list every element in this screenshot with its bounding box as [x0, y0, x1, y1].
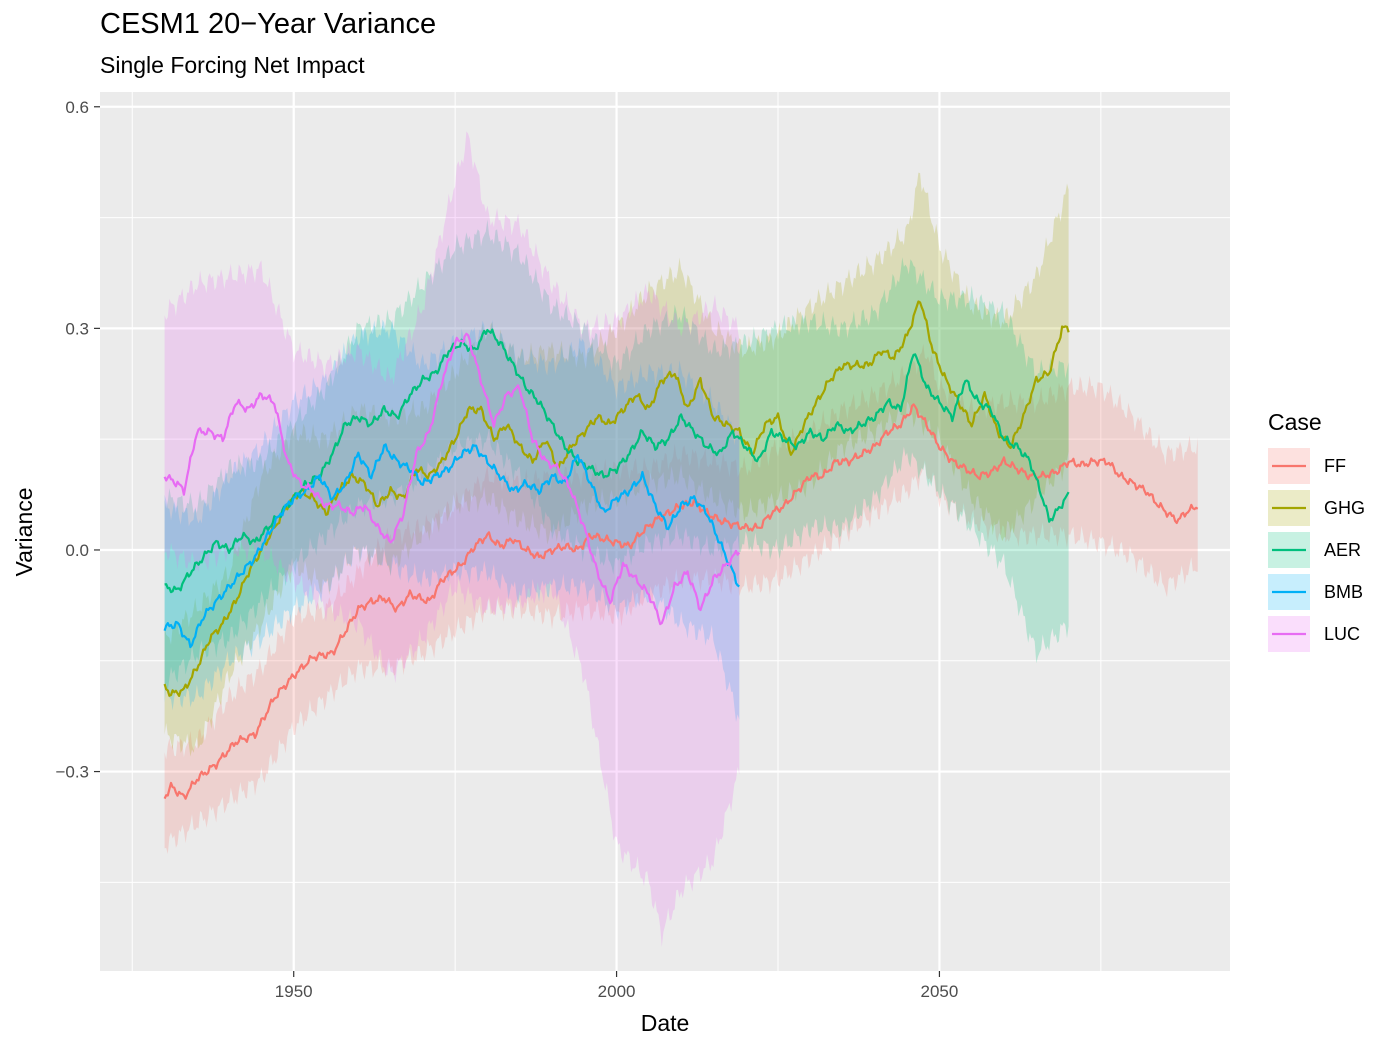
chart-title: CESM1 20−Year Variance: [100, 8, 437, 40]
legend-label-aer: AER: [1324, 540, 1361, 560]
legend-label-luc: LUC: [1324, 624, 1360, 644]
y-tick-label: 0.3: [65, 319, 89, 338]
ribbon-luc: [164, 131, 740, 947]
plot-panel: [100, 92, 1230, 971]
lines-layer: [163, 300, 1199, 800]
axes-layer: −0.3 0.0 0.3 0.6 1950 2000 2050: [55, 98, 958, 1001]
ribbon-aer: [164, 219, 1069, 691]
line-luc: [163, 332, 741, 626]
line-bmb: [163, 443, 740, 649]
line-ghg: [163, 300, 1070, 697]
legend-title: Case: [1268, 409, 1322, 435]
y-tick-label: 0.0: [65, 541, 89, 560]
x-tick-label: 2000: [598, 982, 636, 1001]
y-tick-label: 0.6: [65, 98, 89, 117]
legend: Case FF GHG AER BMB LUC: [1268, 409, 1365, 652]
legend-label-ghg: GHG: [1324, 498, 1365, 518]
x-tick-label: 2050: [921, 982, 959, 1001]
x-tick-label: 1950: [275, 982, 313, 1001]
major-gridlines: [100, 92, 1230, 971]
ribbon-ff: [164, 343, 1198, 854]
legend-label-ff: FF: [1324, 456, 1346, 476]
chart-subtitle: Single Forcing Net Impact: [100, 52, 365, 78]
legend-label-bmb: BMB: [1324, 582, 1363, 602]
ribbon-ghg: [164, 172, 1069, 757]
y-axis-title: Variance: [11, 487, 37, 576]
minor-gridlines: [100, 92, 1230, 971]
y-tick-label: −0.3: [55, 763, 89, 782]
x-axis-title: Date: [641, 1010, 690, 1036]
